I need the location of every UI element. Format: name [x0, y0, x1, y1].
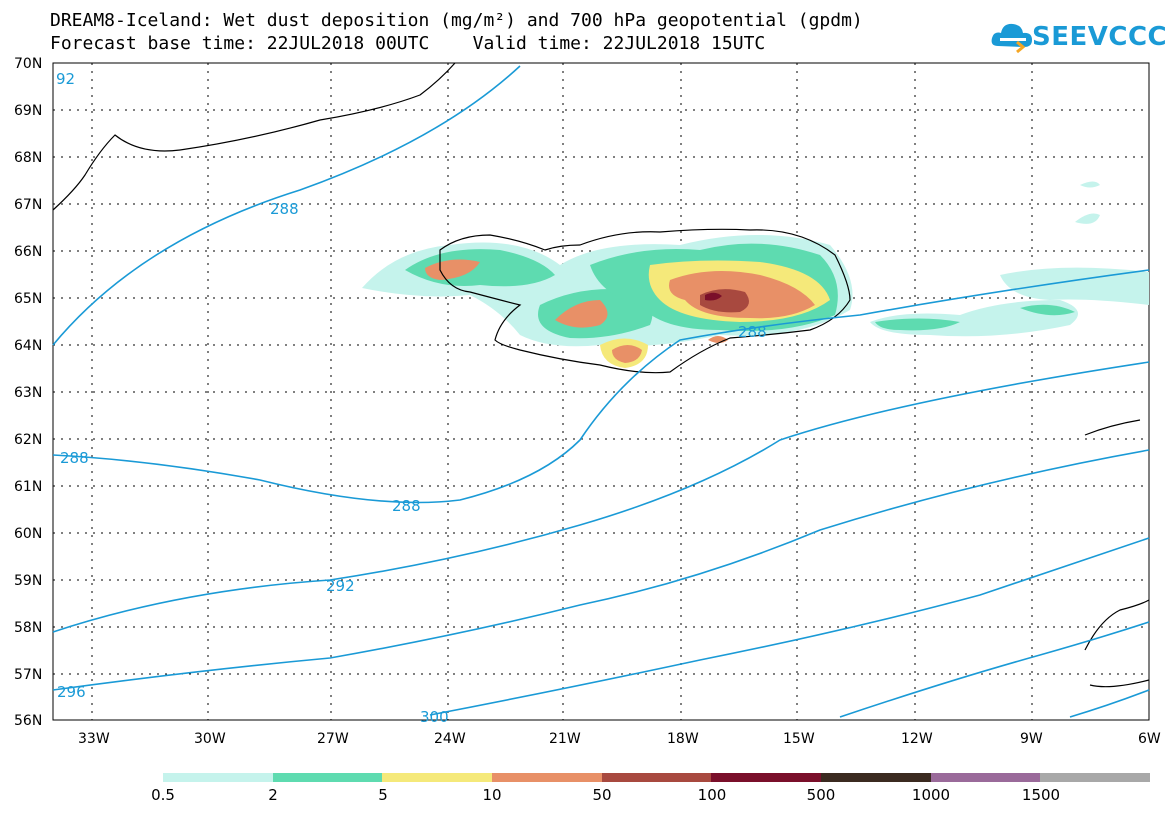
geopotential-contours	[52, 65, 1150, 718]
lat-label: 64N	[14, 338, 42, 354]
contour-label: 300	[420, 708, 449, 726]
lat-label: 67N	[14, 197, 42, 213]
legend-label: 1000	[911, 786, 951, 804]
contour-label: 292	[326, 577, 355, 595]
lon-label: 6W	[1138, 731, 1161, 747]
contour-label: 288	[60, 449, 89, 467]
contour-label: 288	[392, 497, 421, 515]
lon-label: 21W	[549, 731, 581, 747]
lat-label: 66N	[14, 244, 42, 260]
lon-label: 33W	[78, 731, 110, 747]
contour-label: 288	[738, 323, 767, 341]
lat-label: 56N	[14, 713, 42, 729]
lat-label: 65N	[14, 291, 42, 307]
contour-label: 296	[57, 683, 86, 701]
lat-label: 70N	[14, 56, 42, 72]
lon-label: 12W	[901, 731, 933, 747]
faroe-coast	[1084, 419, 1141, 436]
title-line-2: Forecast base time: 22JUL2018 00UTC Vali…	[50, 33, 766, 54]
lat-label: 62N	[14, 432, 42, 448]
legend-label: 1500	[1021, 786, 1061, 804]
lat-label: 60N	[14, 526, 42, 542]
scotland-coast	[1084, 599, 1150, 688]
dust-deposition-shading	[362, 181, 1149, 368]
contour-labels: 92 288 288 288 288 292 296 300	[56, 70, 767, 726]
legend-label: 0.5	[151, 786, 175, 804]
lat-label: 69N	[14, 103, 42, 119]
coastlines	[52, 62, 1150, 688]
legend-swatch	[601, 773, 712, 782]
greenland-coast	[52, 62, 456, 211]
legend-swatch	[711, 773, 822, 782]
legend-swatch	[492, 773, 602, 782]
lon-label: 15W	[783, 731, 815, 747]
legend-swatch	[1040, 773, 1151, 782]
legend-labels: 0.5 2 5 10 50 100 500 1000 1500	[0, 786, 1175, 806]
legend-label: 5	[378, 786, 388, 804]
lon-label: 30W	[194, 731, 226, 747]
lat-label: 68N	[14, 150, 42, 166]
lat-label: 63N	[14, 385, 42, 401]
latitude-labels: 70N 69N 68N 67N 66N 65N 64N 63N 62N 61N …	[14, 56, 42, 729]
longitude-labels: 33W 30W 27W 24W 21W 18W 15W 12W 9W 6W	[78, 731, 1161, 747]
logo-text: SEEVCCC	[1032, 22, 1168, 52]
lon-label: 18W	[667, 731, 699, 747]
cloud-icon	[991, 23, 1032, 54]
lat-label: 59N	[14, 573, 42, 589]
gridlines	[53, 63, 1149, 720]
contour-label: 92	[56, 70, 75, 88]
lat-label: 61N	[14, 479, 42, 495]
lon-label: 9W	[1020, 731, 1043, 747]
legend-swatch	[272, 773, 383, 782]
legend-swatch	[163, 773, 273, 782]
color-legend	[163, 773, 1151, 782]
legend-label: 500	[806, 786, 836, 804]
legend-label: 50	[592, 786, 612, 804]
map-frame	[52, 62, 1150, 721]
lon-label: 27W	[317, 731, 349, 747]
title-line-1: DREAM8-Iceland: Wet dust deposition (mg/…	[50, 10, 863, 31]
seevccc-logo: SEEVCCC	[990, 18, 1167, 58]
legend-swatch	[382, 773, 493, 782]
contour-label: 288	[270, 200, 299, 218]
legend-label: 10	[482, 786, 502, 804]
iceland-coast	[439, 228, 851, 374]
legend-label: 2	[268, 786, 278, 804]
legend-swatch	[930, 773, 1041, 782]
lat-label: 58N	[14, 620, 42, 636]
legend-swatch	[821, 773, 931, 782]
map-figure: 92 288 288 288 288 292 296 300 70N 69N 6…	[14, 56, 1161, 747]
lat-label: 57N	[14, 667, 42, 683]
lon-label: 24W	[434, 731, 466, 747]
legend-label: 100	[697, 786, 727, 804]
